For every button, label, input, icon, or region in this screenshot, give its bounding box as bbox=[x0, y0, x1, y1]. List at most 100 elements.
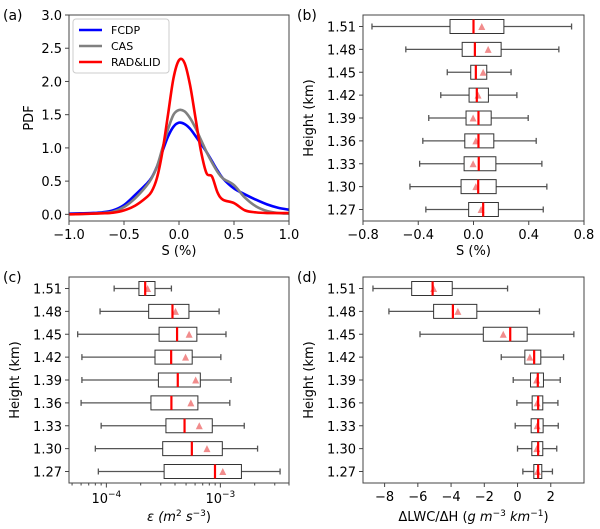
panel-label-c: (c) bbox=[3, 270, 22, 286]
y-tick-label: 1.45 bbox=[33, 328, 62, 343]
y-tick-label: 2.0 bbox=[41, 75, 62, 90]
box-row bbox=[512, 372, 561, 388]
series-line-radlid bbox=[69, 57, 289, 216]
legend: FCDP CAS RAD&LID bbox=[72, 18, 170, 74]
x-axis-label: S (%) bbox=[162, 244, 197, 259]
box-row bbox=[422, 133, 537, 149]
box-row bbox=[446, 64, 512, 80]
iqr-box bbox=[482, 326, 528, 342]
x-axis-label-part: m bbox=[163, 510, 176, 525]
box-row bbox=[425, 202, 544, 217]
mean-marker bbox=[454, 307, 462, 315]
box-row bbox=[81, 349, 222, 365]
y-tick-label: 0.5 bbox=[41, 175, 62, 190]
y-tick-label: 1.33 bbox=[327, 420, 356, 435]
y-tick-label: 1.51 bbox=[33, 283, 62, 298]
x-axis-label-part: km bbox=[506, 510, 530, 525]
box-row bbox=[80, 395, 231, 411]
y-axis-label: Height (km) bbox=[302, 341, 317, 418]
mean-marker bbox=[185, 330, 193, 338]
y-tick-label: 1.30 bbox=[327, 181, 356, 196]
mean-marker bbox=[469, 160, 477, 168]
box-row bbox=[418, 156, 543, 172]
iqr-box bbox=[157, 372, 201, 388]
iqr-box bbox=[150, 395, 199, 411]
y-tick-label: 1.30 bbox=[33, 443, 62, 458]
box-row bbox=[388, 303, 541, 319]
x-axis-label-part: ΔLWC/ΔH ( bbox=[398, 510, 467, 525]
box-row bbox=[500, 349, 565, 365]
box-row bbox=[97, 464, 281, 479]
box-row bbox=[405, 41, 560, 57]
y-tick-label: 1.51 bbox=[327, 283, 356, 298]
series-line-fcdp bbox=[69, 121, 289, 215]
x-tick-label: −8 bbox=[375, 490, 394, 505]
y-tick-label: 1.36 bbox=[327, 135, 356, 150]
y-tick-label: 1.33 bbox=[33, 420, 62, 435]
x-axis-label: ΔLWC/ΔH (g m−3 km−1) bbox=[398, 509, 548, 525]
mean-marker bbox=[526, 353, 534, 361]
box-row bbox=[100, 418, 245, 434]
box-row bbox=[372, 281, 509, 296]
x-axis-label-part: −1 bbox=[530, 509, 543, 519]
panel-label-d: (d) bbox=[297, 270, 317, 286]
mean-marker bbox=[195, 422, 203, 430]
panel-a: (a) 0.0 0.5 1.0 1.5 2.0 2.5 3.0 −1.0 −0.5 0.0 0.5 1.… bbox=[3, 8, 299, 259]
y-tick-label: 1.30 bbox=[327, 443, 356, 458]
y-tick-label: 1.48 bbox=[33, 305, 62, 320]
y-tick-label: 1.36 bbox=[327, 397, 356, 412]
mean-marker bbox=[478, 23, 486, 30]
y-tick-label: 1.27 bbox=[327, 466, 356, 481]
y-tick-label: 1.5 bbox=[41, 109, 62, 124]
x-tick-label: 2 bbox=[547, 490, 555, 505]
y-tick-label: 1.39 bbox=[327, 374, 356, 389]
x-tick-label: 1.0 bbox=[279, 228, 300, 243]
y-tick-label: 1.39 bbox=[33, 374, 62, 389]
box-row bbox=[94, 441, 259, 457]
x-tick-label: −1.0 bbox=[53, 228, 85, 243]
x-axis-label-part: ε ( bbox=[147, 510, 164, 525]
legend-label: FCDP bbox=[111, 24, 140, 37]
y-axis-label: PDF bbox=[22, 105, 37, 130]
y-tick-label: 1.42 bbox=[33, 351, 62, 366]
legend-box bbox=[72, 18, 170, 74]
x-axis-label-part: −3 bbox=[493, 509, 506, 519]
iqr-box bbox=[463, 156, 497, 172]
y-tick-label: 3.0 bbox=[41, 9, 62, 24]
y-tick-label: 0.0 bbox=[41, 208, 62, 223]
mean-marker bbox=[499, 330, 507, 338]
y-axis-label: Height (km) bbox=[302, 79, 317, 156]
x-tick-label: 10−4 bbox=[91, 490, 121, 507]
box-row bbox=[113, 281, 173, 296]
box-row bbox=[409, 179, 548, 195]
panel-label-b: (b) bbox=[297, 8, 317, 24]
legend-label: RAD&LID bbox=[111, 56, 161, 69]
x-axis-label-part: s bbox=[182, 510, 193, 525]
box-row bbox=[428, 110, 529, 126]
legend-label: CAS bbox=[111, 40, 133, 53]
x-tick-label: 0.0 bbox=[463, 228, 484, 243]
y-tick-label: 1.48 bbox=[327, 305, 356, 320]
x-axis-label-part: ) bbox=[206, 510, 211, 525]
y-tick-label: 1.27 bbox=[33, 466, 62, 481]
box-row bbox=[371, 19, 573, 34]
y-tick-label: 1.48 bbox=[327, 43, 356, 58]
box-row bbox=[514, 418, 559, 434]
mean-marker bbox=[484, 45, 492, 53]
y-tick-label: 1.39 bbox=[327, 112, 356, 127]
tick-exponent: −4 bbox=[108, 490, 122, 500]
y-tick-label: 1.42 bbox=[327, 351, 356, 366]
mean-marker bbox=[172, 307, 180, 315]
box-row bbox=[516, 441, 558, 457]
x-tick-label: 10−3 bbox=[205, 490, 235, 507]
y-tick-label: 1.27 bbox=[327, 204, 356, 219]
panel-d: (d) 1.51 1.48 1.45 1.42 1.39 1.36 1.33 1.30 1.27 −… bbox=[297, 270, 585, 525]
box-row bbox=[516, 395, 559, 411]
x-axis-label-part: ) bbox=[544, 510, 549, 525]
x-tick-label: 0.4 bbox=[518, 228, 539, 243]
mean-marker bbox=[187, 399, 195, 407]
tick-base: 10 bbox=[91, 492, 108, 507]
mean-marker bbox=[192, 376, 200, 384]
panel-label-a: (a) bbox=[3, 8, 23, 24]
